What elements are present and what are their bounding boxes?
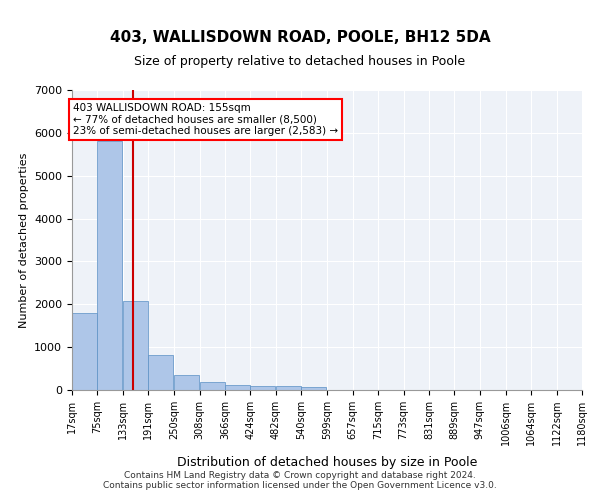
- Bar: [97, 140, 122, 390]
- Bar: [276, 386, 301, 390]
- Bar: [200, 382, 224, 390]
- Text: 403, WALLISDOWN ROAD, POOLE, BH12 5DA: 403, WALLISDOWN ROAD, POOLE, BH12 5DA: [110, 30, 490, 45]
- Text: Size of property relative to detached houses in Poole: Size of property relative to detached ho…: [134, 55, 466, 68]
- Y-axis label: Number of detached properties: Number of detached properties: [19, 152, 29, 328]
- X-axis label: Distribution of detached houses by size in Poole: Distribution of detached houses by size …: [177, 456, 477, 469]
- Bar: [72, 314, 97, 390]
- Bar: [174, 376, 199, 390]
- Text: Contains HM Land Registry data © Crown copyright and database right 2024.
Contai: Contains HM Land Registry data © Crown c…: [103, 470, 497, 490]
- Bar: [123, 302, 148, 390]
- Bar: [225, 385, 250, 390]
- Bar: [250, 386, 275, 390]
- Bar: [301, 387, 326, 390]
- Text: 403 WALLISDOWN ROAD: 155sqm
← 77% of detached houses are smaller (8,500)
23% of : 403 WALLISDOWN ROAD: 155sqm ← 77% of det…: [73, 103, 338, 136]
- Bar: [148, 355, 173, 390]
